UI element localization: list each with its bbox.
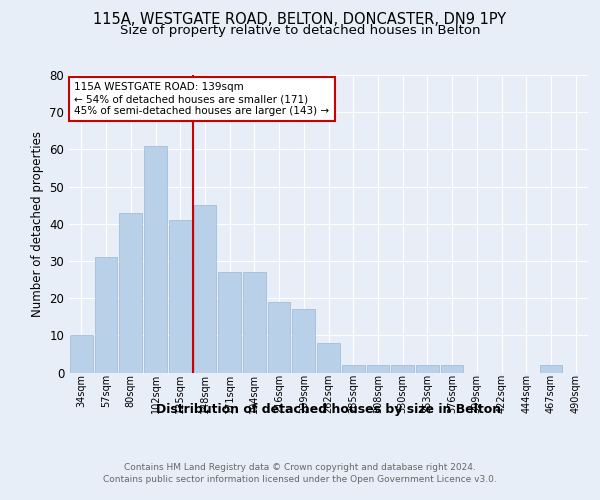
Bar: [292, 310, 315, 372]
Bar: [218, 272, 241, 372]
Bar: [317, 343, 340, 372]
Text: Distribution of detached houses by size in Belton: Distribution of detached houses by size …: [156, 402, 502, 415]
Bar: [391, 365, 414, 372]
Text: Contains HM Land Registry data © Crown copyright and database right 2024.: Contains HM Land Registry data © Crown c…: [124, 462, 476, 471]
Bar: [70, 336, 93, 372]
Bar: [95, 257, 118, 372]
Bar: [416, 365, 439, 372]
Bar: [194, 205, 216, 372]
Bar: [342, 365, 365, 372]
Text: Contains public sector information licensed under the Open Government Licence v3: Contains public sector information licen…: [103, 475, 497, 484]
Bar: [144, 146, 167, 372]
Bar: [268, 302, 290, 372]
Bar: [169, 220, 191, 372]
Text: Size of property relative to detached houses in Belton: Size of property relative to detached ho…: [120, 24, 480, 37]
Bar: [539, 365, 562, 372]
Text: 115A WESTGATE ROAD: 139sqm
← 54% of detached houses are smaller (171)
45% of sem: 115A WESTGATE ROAD: 139sqm ← 54% of deta…: [74, 82, 329, 116]
Bar: [367, 365, 389, 372]
Y-axis label: Number of detached properties: Number of detached properties: [31, 130, 44, 317]
Bar: [441, 365, 463, 372]
Bar: [243, 272, 266, 372]
Text: 115A, WESTGATE ROAD, BELTON, DONCASTER, DN9 1PY: 115A, WESTGATE ROAD, BELTON, DONCASTER, …: [94, 12, 506, 28]
Bar: [119, 212, 142, 372]
